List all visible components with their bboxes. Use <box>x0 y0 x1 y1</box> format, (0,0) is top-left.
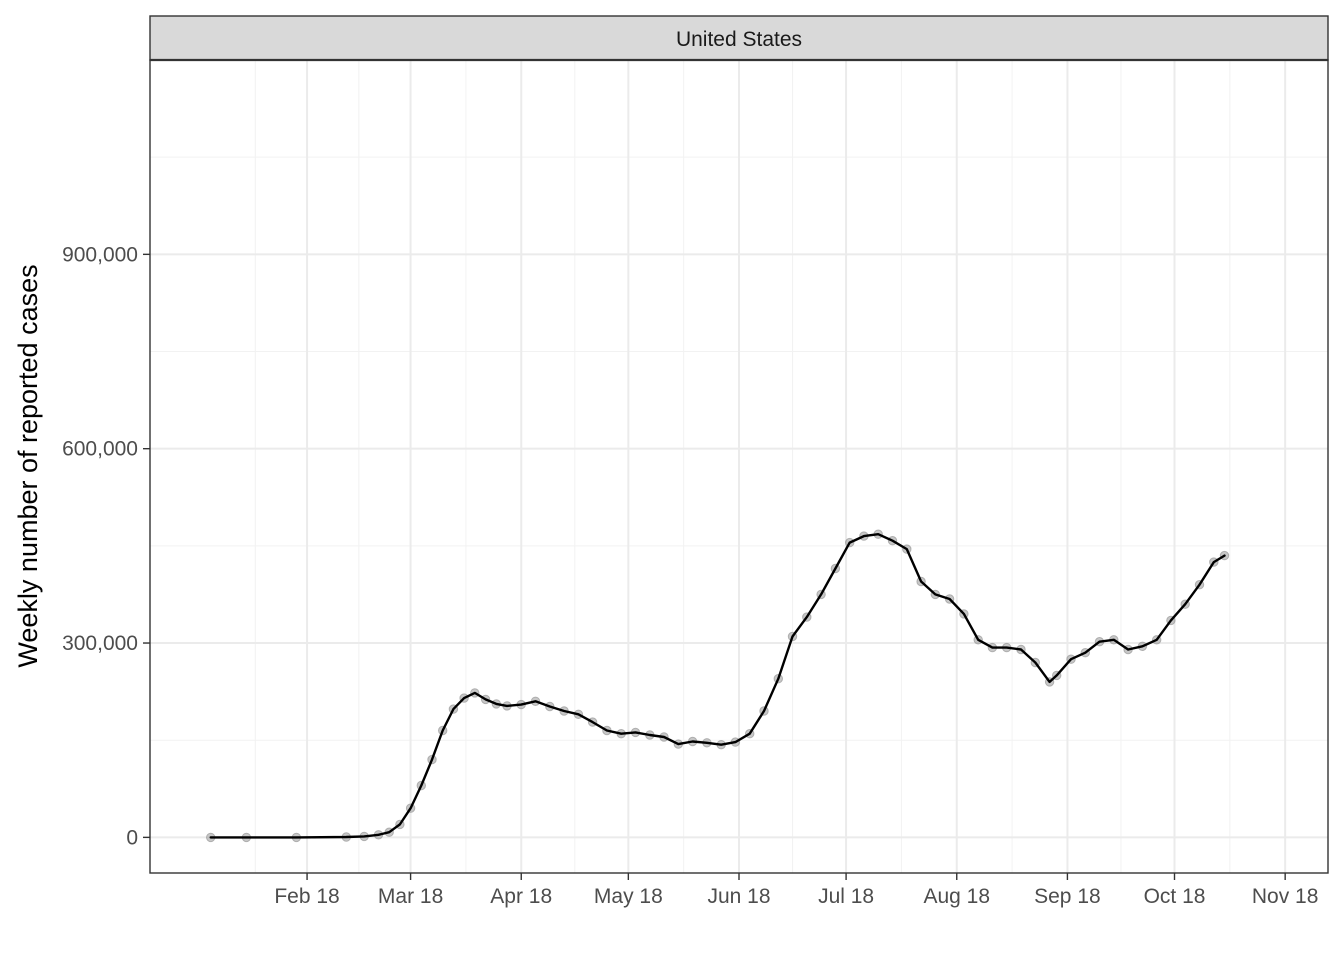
x-tick-label: Jul 18 <box>818 885 874 908</box>
y-tick-label: 300,000 <box>62 632 138 655</box>
y-axis: 0 300,000 600,000 900,000 <box>62 243 150 849</box>
major-gridlines <box>150 60 1328 873</box>
x-tick-label: Mar 18 <box>378 885 443 908</box>
x-tick-label: Apr 18 <box>490 885 552 908</box>
y-tick-label: 0 <box>126 826 138 849</box>
x-tick-label: Sep 18 <box>1034 885 1101 908</box>
y-axis-title: Weekly number of reported cases <box>13 264 43 667</box>
facet-strip <box>149 15 1329 61</box>
series-line <box>209 533 1226 839</box>
x-tick-label: Nov 18 <box>1252 885 1319 908</box>
facet-label: United States <box>676 28 802 51</box>
x-tick-label: May 18 <box>594 885 663 908</box>
x-tick-label: Oct 18 <box>1144 885 1206 908</box>
x-axis: Feb 18 Mar 18 Apr 18 May 18 Jun 18 Jul 18 Aug … <box>274 873 1318 908</box>
y-tick-label: 600,000 <box>62 438 138 461</box>
x-tick-label: Feb 18 <box>274 885 339 908</box>
x-tick-label: Jun 18 <box>707 885 770 908</box>
x-tick-label: Aug 18 <box>923 885 990 908</box>
y-tick-label: 900,000 <box>62 243 138 266</box>
